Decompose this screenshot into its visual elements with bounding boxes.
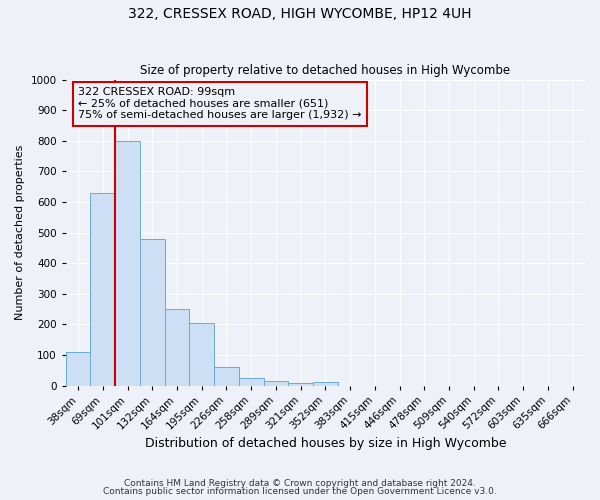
- Bar: [288, 383, 313, 386]
- Bar: [263, 381, 288, 386]
- Bar: [313, 382, 338, 386]
- Bar: [214, 367, 239, 386]
- Text: Contains HM Land Registry data © Crown copyright and database right 2024.: Contains HM Land Registry data © Crown c…: [124, 478, 476, 488]
- Text: Contains public sector information licensed under the Open Government Licence v3: Contains public sector information licen…: [103, 487, 497, 496]
- Bar: [164, 309, 190, 386]
- Bar: [190, 323, 214, 386]
- Y-axis label: Number of detached properties: Number of detached properties: [15, 145, 25, 320]
- Bar: [66, 352, 91, 386]
- Text: 322 CRESSEX ROAD: 99sqm
← 25% of detached houses are smaller (651)
75% of semi-d: 322 CRESSEX ROAD: 99sqm ← 25% of detache…: [78, 87, 362, 120]
- Text: 322, CRESSEX ROAD, HIGH WYCOMBE, HP12 4UH: 322, CRESSEX ROAD, HIGH WYCOMBE, HP12 4U…: [128, 8, 472, 22]
- Bar: [91, 193, 115, 386]
- Bar: [140, 238, 164, 386]
- Bar: [115, 141, 140, 386]
- Bar: [239, 378, 263, 386]
- X-axis label: Distribution of detached houses by size in High Wycombe: Distribution of detached houses by size …: [145, 437, 506, 450]
- Title: Size of property relative to detached houses in High Wycombe: Size of property relative to detached ho…: [140, 64, 511, 77]
